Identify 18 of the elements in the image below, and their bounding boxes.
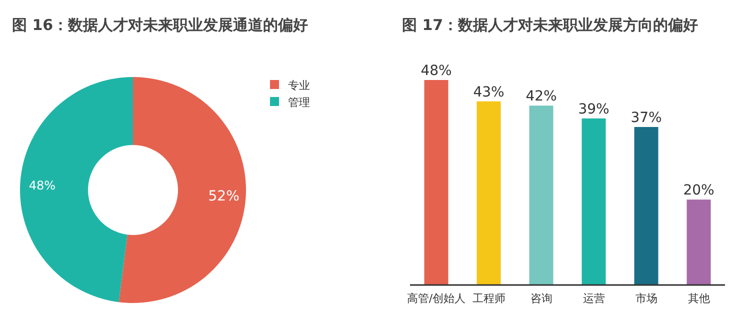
x-tick-label: 高管/创始人: [406, 292, 466, 305]
x-tick-label: 咨询: [530, 292, 552, 305]
data-label: 20%: [683, 182, 714, 199]
data-label: 43%: [473, 84, 504, 100]
x-tick-label: 运营: [582, 292, 605, 305]
data-label: 42%: [526, 88, 557, 105]
data-label: 48%: [28, 178, 56, 192]
legend-label: 专业: [288, 79, 310, 92]
data-label: 48%: [420, 63, 452, 79]
x-tick-label: 市场: [635, 292, 658, 305]
x-tick-label: 工程师: [472, 292, 506, 305]
x-tick-label: 其他: [688, 292, 710, 305]
chart-title: 图 16：数据人才对未来职业发展通道的偏好: [12, 16, 308, 34]
chart-title: 图 17：数据人才对未来职业发展方向的偏好: [402, 16, 698, 34]
data-label: 52%: [208, 188, 240, 205]
data-label: 37%: [630, 110, 662, 126]
data-label: 39%: [578, 101, 610, 118]
legend-label: 管理: [288, 96, 310, 109]
